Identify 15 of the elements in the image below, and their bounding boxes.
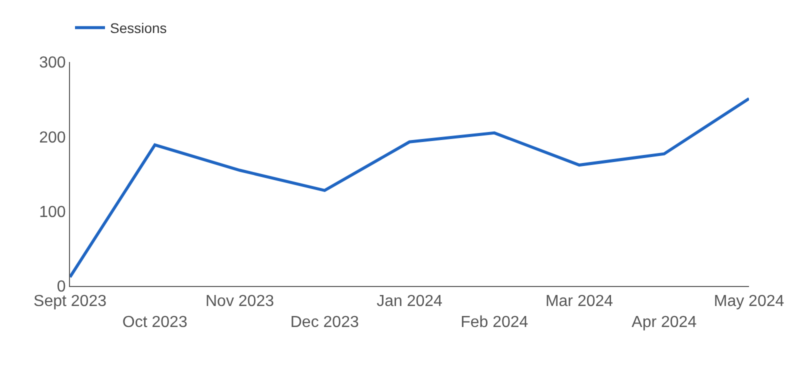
y-tick-label: 200 (39, 129, 66, 146)
y-tick-label: 100 (39, 204, 66, 221)
x-tick-label: Apr 2024 (632, 314, 697, 331)
line-series (70, 97, 749, 279)
y-tick-label: 0 (56, 278, 66, 296)
x-tick-label: May 2024 (714, 293, 784, 310)
y-tick-label: 300 (39, 54, 66, 72)
x-tick-label: Dec 2023 (290, 314, 359, 331)
x-tick-label: Mar 2024 (545, 293, 614, 310)
x-tick-label: Oct 2023 (122, 314, 188, 331)
x-tick-label: Sept 2023 (34, 293, 107, 310)
x-tick-label: Nov 2023 (206, 293, 274, 310)
x-tick-label: Jan 2024 (376, 293, 443, 310)
x-tick-label: Feb 2024 (460, 314, 528, 331)
legend-label: Sessions (110, 20, 167, 36)
